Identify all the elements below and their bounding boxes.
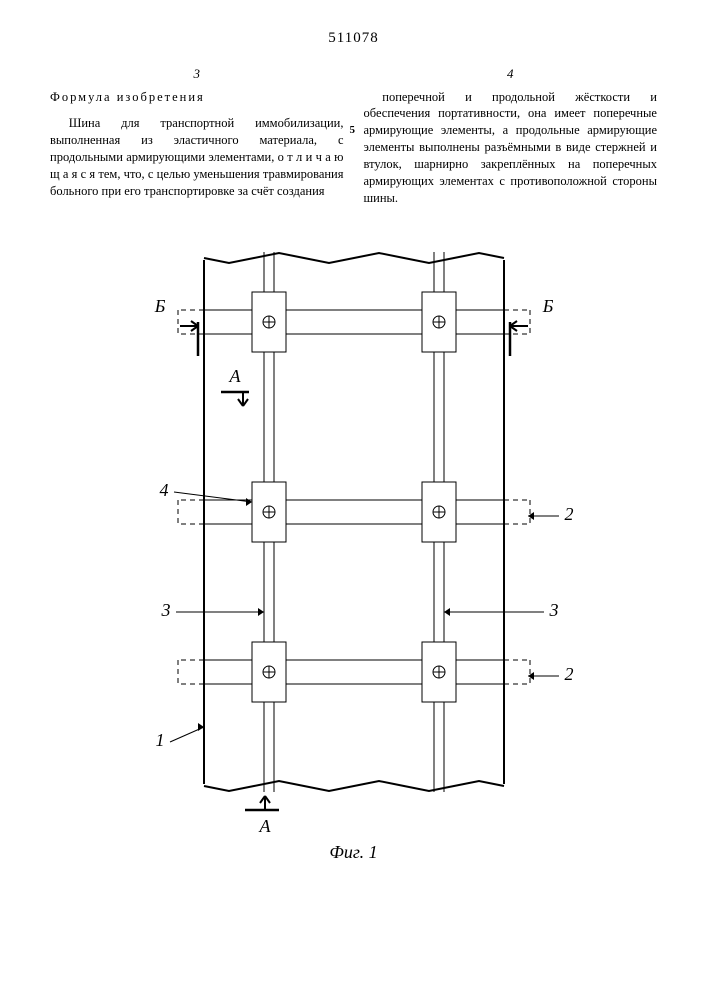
svg-text:3: 3 (548, 600, 558, 620)
svg-text:Б: Б (541, 296, 553, 316)
svg-text:А: А (258, 816, 271, 832)
text-columns: 3 Формула изобретения Шина для транспорт… (50, 65, 657, 207)
svg-text:2: 2 (564, 664, 573, 684)
figure-caption: Фиг. 1 (50, 842, 657, 863)
svg-text:2: 2 (564, 504, 573, 524)
svg-text:4: 4 (159, 480, 168, 500)
claims-heading: Формула изобретения (50, 89, 344, 106)
svg-text:Б: Б (153, 296, 165, 316)
right-text: поперечной и продольной жёсткости и обес… (364, 89, 658, 207)
col-num-left: 3 (50, 65, 344, 83)
left-column: 3 Формула изобретения Шина для транспорт… (50, 65, 344, 207)
right-column: 4 5 поперечной и продольной жёсткости и … (364, 65, 658, 207)
svg-text:3: 3 (160, 600, 170, 620)
svg-text:1: 1 (155, 730, 164, 750)
col-num-right: 4 (364, 65, 658, 83)
line-number-5: 5 (350, 123, 356, 138)
figure-1: Б Б А А 1 2 2 3 3 4 Фиг. 1 (50, 232, 657, 863)
svg-text:А: А (228, 366, 241, 386)
left-text: Шина для транспортной иммобилизации, вып… (50, 115, 344, 199)
doc-number: 511078 (50, 30, 657, 47)
